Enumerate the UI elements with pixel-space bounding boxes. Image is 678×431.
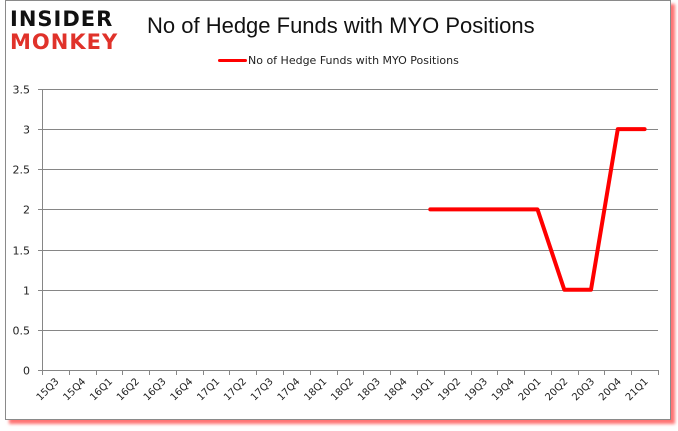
series-line (428, 127, 647, 292)
x-tick-label: 17Q2 (222, 376, 249, 403)
y-tick-label: 1 (23, 285, 30, 298)
x-tick-label: 19Q4 (490, 376, 517, 403)
x-tick-label: 19Q3 (463, 376, 490, 403)
y-tick-label: 0.5 (13, 325, 31, 338)
x-tick-label: 17Q1 (195, 376, 222, 403)
legend-line-icon (218, 59, 247, 62)
legend-label: No of Hedge Funds with MYO Positions (248, 54, 459, 67)
x-tick-label: 19Q1 (410, 376, 437, 403)
x-tick-label: 20Q4 (597, 376, 624, 403)
gridlines (38, 89, 658, 371)
x-tick-label: 15Q4 (61, 376, 88, 403)
x-tick-label: 17Q3 (249, 376, 276, 403)
y-tick-label: 1.5 (13, 245, 31, 258)
y-tick-label: 2 (23, 204, 30, 217)
y-axis: 0 0.5 1 1.5 2 2.5 3 3.5 (13, 84, 43, 378)
x-tick-label: 18Q3 (356, 376, 383, 403)
x-tick-label: 19Q2 (436, 376, 463, 403)
y-tick-label: 3.5 (13, 84, 31, 97)
x-tick-label: 20Q2 (544, 376, 571, 403)
y-tick-label: 3 (23, 124, 30, 137)
insider-monkey-logo: INSIDER MONKEY (10, 8, 128, 56)
x-tick-label: 18Q2 (329, 376, 356, 403)
x-tick-label: 20Q1 (517, 376, 544, 403)
x-tick-label: 18Q4 (383, 376, 410, 403)
x-tick-label: 17Q4 (276, 376, 303, 403)
x-tick-label: 20Q3 (570, 376, 597, 403)
data-series (428, 127, 647, 292)
chart-legend: No of Hedge Funds with MYO Positions (218, 54, 459, 67)
x-axis: 15Q3 15Q4 16Q1 16Q2 16Q3 16Q4 17Q1 17Q2 17Q3 17Q4… (35, 370, 659, 403)
logo-text-bottom: MONKEY (10, 30, 119, 54)
x-tick-label: 16Q2 (115, 376, 142, 403)
x-tick-label: 16Q1 (88, 376, 115, 403)
x-tick-label: 15Q3 (35, 376, 62, 403)
x-tick-label: 16Q3 (142, 376, 169, 403)
chart-title: No of Hedge Funds with MYO Positions (147, 13, 535, 38)
x-tick-label: 16Q4 (169, 376, 196, 403)
x-tick-label: 21Q1 (624, 376, 651, 403)
y-tick-label: 0 (23, 365, 30, 378)
logo-text-top: INSIDER (10, 7, 114, 31)
x-tick-label: 18Q1 (302, 376, 329, 403)
y-tick-label: 2.5 (13, 164, 31, 177)
